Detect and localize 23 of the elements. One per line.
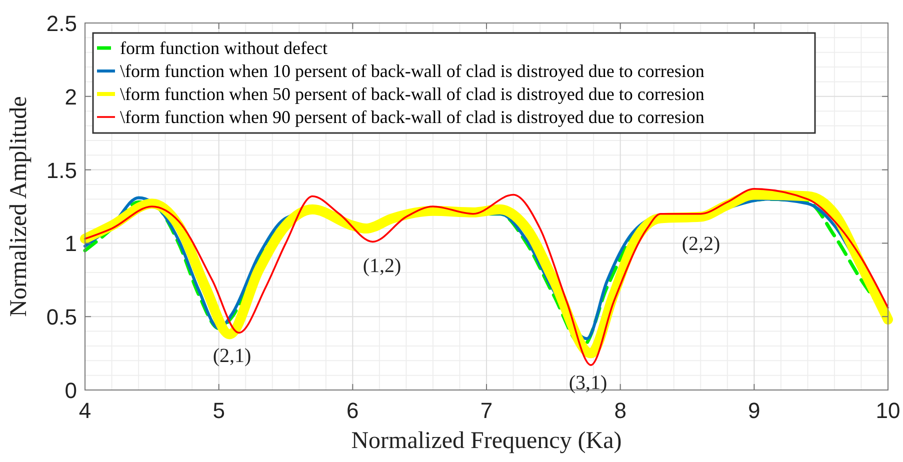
x-tick-label: 4 [78,398,92,423]
y-tick-label: 1 [64,231,77,256]
x-axis-title: Normalized Frequency (Ka) [351,428,622,454]
legend-label: \form function when 50 persent of back-wall of clad is distroyed due to corresion [120,84,704,104]
x-tick-label: 8 [614,398,626,423]
legend-label: form function without defect [120,38,328,58]
x-tick-label: 9 [748,398,760,423]
annotation: (3,1) [568,372,608,394]
annotation: (2,2) [682,233,720,255]
annotation: (1,2) [362,255,402,277]
x-tick-label: 5 [212,398,225,423]
legend-label: \form function when 90 persent of back-wall of clad is distroyed due to corresion [120,107,704,127]
y-tick-label: 1.5 [46,158,77,183]
y-tick-label: 0.5 [46,304,77,330]
y-tick-label: 2.5 [46,11,77,36]
y-tick-label: 0 [64,378,77,403]
x-tick-label: 7 [480,398,493,423]
y-axis-title: Normalized Amplitude [6,96,32,317]
annotation: (2,1) [212,345,252,367]
x-tick-label: 6 [346,398,359,423]
x-tick-label: 10 [876,398,900,423]
y-tick-label: 2 [64,84,77,110]
legend-label: \form function when 10 persent of back-wall of clad is distroyed due to corresion [120,61,704,81]
